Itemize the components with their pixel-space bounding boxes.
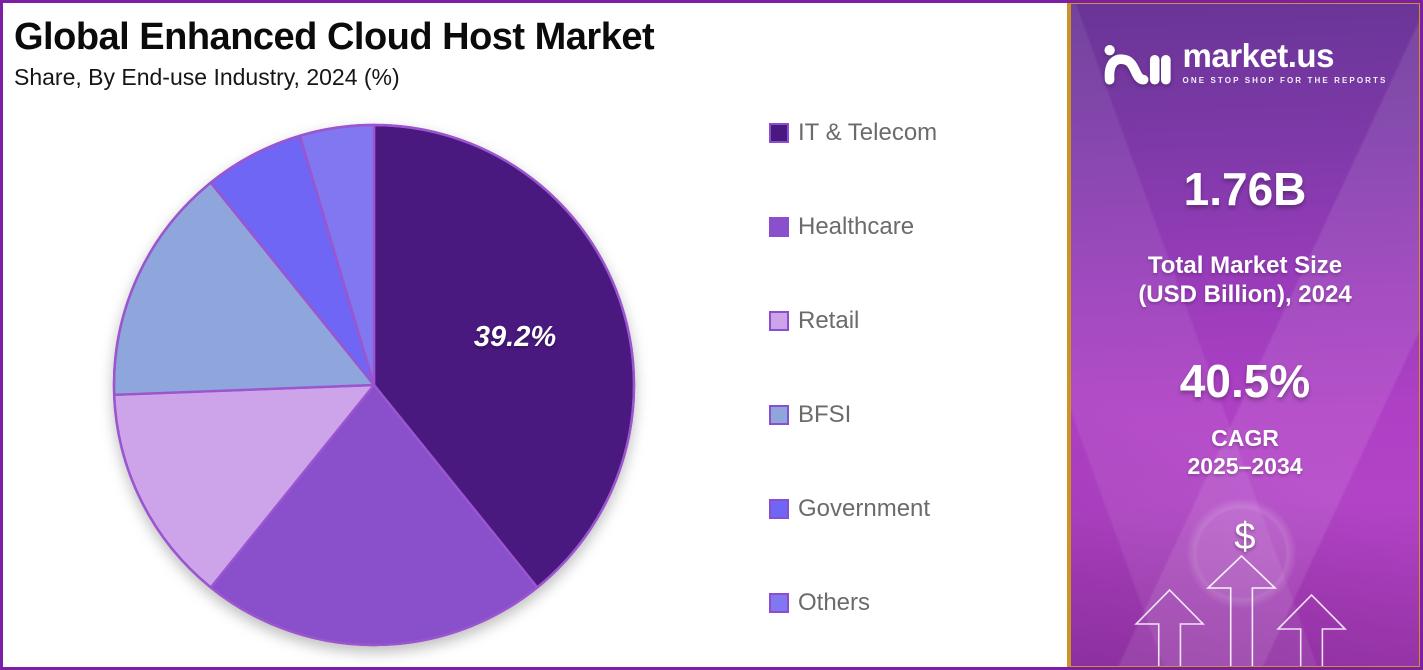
legend-swatch-it-telecom <box>769 122 789 143</box>
brand-logo: market.us ONE STOP SHOP FOR THE REPORTS <box>1071 38 1419 86</box>
legend-swatch-retail <box>769 310 789 331</box>
legend-swatch-healthcare <box>769 216 789 237</box>
legend-item-it-telecom: IT & Telecom <box>769 119 937 146</box>
pie-outline <box>112 123 636 647</box>
page-subtitle: Share, By End-use Industry, 2024 (%) <box>14 63 400 90</box>
legend-swatch-bfsi <box>769 404 789 425</box>
pie-slice-value-label: 39.2% <box>473 321 557 353</box>
pie-svg <box>112 123 636 647</box>
legend-item-healthcare: Healthcare <box>769 213 937 240</box>
brand-tagline: ONE STOP SHOP FOR THE REPORTS <box>1182 76 1388 85</box>
cagr-label-line2: 2025–2034 <box>1187 453 1303 479</box>
chart-legend: IT & Telecom Healthcare Retail BFSI Gove… <box>769 119 937 667</box>
market-size-label-line2: (USD Billion), 2024 <box>1138 281 1352 308</box>
brand-text: market.us ONE STOP SHOP FOR THE REPORTS <box>1183 39 1388 85</box>
brand-name: market.us <box>1182 37 1335 74</box>
legend-label-healthcare: Healthcare <box>798 212 915 240</box>
page-title: Global Enhanced Cloud Host Market <box>14 16 655 58</box>
legend-label-retail: Retail <box>798 306 860 334</box>
cagr-label-line1: CAGR <box>1211 425 1279 451</box>
legend-swatch-others <box>769 592 789 613</box>
legend-item-others: Others <box>769 589 937 616</box>
legend-swatch-government <box>769 498 789 519</box>
dollar-icon: $ <box>1234 516 1256 558</box>
marketus-logo-icon <box>1104 45 1171 85</box>
legend-label-government: Government <box>798 494 931 522</box>
cagr-label: CAGR 2025–2034 <box>1071 424 1419 480</box>
growth-arrows-icon <box>1134 554 1347 666</box>
brand-panel: market.us ONE STOP SHOP FOR THE REPORTS … <box>1067 3 1420 667</box>
pie-chart: 39.2% <box>110 121 638 649</box>
market-size-label-line1: Total Market Size <box>1147 252 1343 279</box>
legend-item-government: Government <box>769 495 937 522</box>
legend-label-others: Others <box>798 588 871 616</box>
legend-item-retail: Retail <box>769 307 937 334</box>
market-size-label: Total Market Size (USD Billion), 2024 <box>1071 251 1419 309</box>
legend-label-it-telecom: IT & Telecom <box>798 118 938 146</box>
cagr-value: 40.5% <box>1179 355 1311 407</box>
header: Global Enhanced Cloud Host Market Share,… <box>14 16 655 91</box>
legend-label-bfsi: BFSI <box>798 400 852 428</box>
market-size-value: 1.76B <box>1183 163 1307 215</box>
legend-item-bfsi: BFSI <box>769 401 937 428</box>
